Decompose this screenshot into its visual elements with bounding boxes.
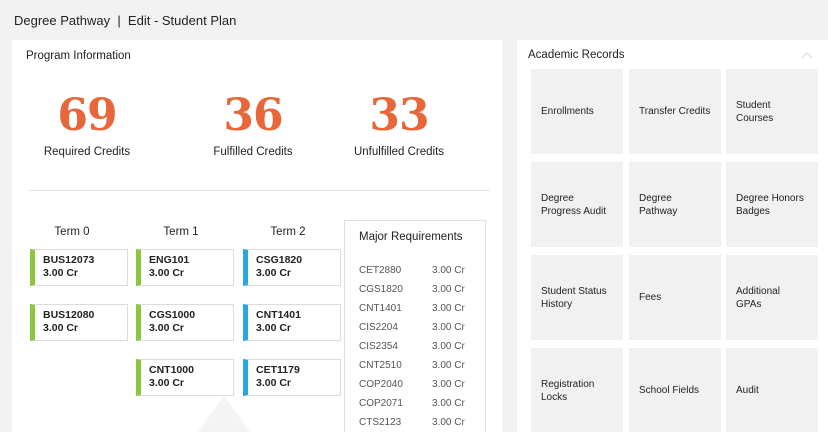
requirement-code: COP2040 bbox=[359, 379, 403, 390]
tile-student-status-history[interactable]: Student Status History bbox=[531, 255, 623, 340]
course-credits: 3.00 Cr bbox=[43, 267, 79, 279]
tile-transfer-credits[interactable]: Transfer Credits bbox=[629, 69, 721, 154]
course-card[interactable]: BUS12080 3.00 Cr bbox=[30, 304, 128, 341]
course-card[interactable]: CGS1000 3.00 Cr bbox=[136, 304, 234, 341]
chevron-up-icon[interactable] bbox=[800, 50, 814, 60]
drop-indicator bbox=[198, 396, 250, 432]
course-code: CNT1401 bbox=[256, 309, 301, 321]
academic-records-title: Academic Records bbox=[528, 49, 625, 61]
term-1-header: Term 1 bbox=[163, 226, 199, 238]
course-code: CGS1000 bbox=[149, 309, 196, 321]
requirement-code: CTS2123 bbox=[359, 417, 402, 428]
program-information-title: Program Information bbox=[26, 50, 131, 62]
tile-school-fields[interactable]: School Fields bbox=[629, 348, 721, 432]
requirement-credits: 3.00 Cr bbox=[432, 379, 465, 390]
course-code: BUS12073 bbox=[43, 254, 95, 266]
course-credits: 3.00 Cr bbox=[149, 267, 185, 279]
requirement-credits: 3.00 Cr bbox=[432, 417, 465, 428]
requirement-credits: 3.00 Cr bbox=[432, 341, 465, 352]
fulfilled-credits-label: Fulfilled Credits bbox=[213, 146, 293, 158]
requirement-code: CIS2354 bbox=[359, 341, 398, 352]
tile-enrollments[interactable]: Enrollments bbox=[531, 69, 623, 154]
page-title: Degree Pathway | Edit - Student Plan bbox=[14, 13, 237, 28]
tile-student-courses[interactable]: Student Courses bbox=[726, 69, 818, 154]
tile-degree-honors-badges[interactable]: Degree Honors Badges bbox=[726, 162, 818, 247]
requirement-credits: 3.00 Cr bbox=[432, 360, 465, 371]
tile-registration-locks[interactable]: Registration Locks bbox=[531, 348, 623, 432]
top-bar: Degree Pathway | Edit - Student Plan bbox=[0, 0, 828, 40]
requirement-credits: 3.00 Cr bbox=[432, 265, 465, 276]
course-card[interactable]: ENG101 3.00 Cr bbox=[136, 249, 234, 286]
unfulfilled-credits-stat: 33 Unfulfilled Credits bbox=[324, 90, 474, 158]
fulfilled-credits-value: 36 bbox=[223, 90, 283, 141]
term-0-header: Term 0 bbox=[54, 226, 90, 238]
tile-audit[interactable]: Audit bbox=[726, 348, 818, 432]
unfulfilled-credits-label: Unfulfilled Credits bbox=[353, 146, 445, 158]
tile-fees[interactable]: Fees bbox=[629, 255, 721, 340]
requirement-code: CNT1401 bbox=[359, 303, 402, 314]
course-credits: 3.00 Cr bbox=[256, 377, 292, 389]
major-requirements-box: Major Requirements CET2880 3.00 Cr CGS182… bbox=[344, 220, 486, 432]
requirement-code: CGS1820 bbox=[359, 284, 403, 295]
tile-additional-gpas[interactable]: Additional GPAs bbox=[726, 255, 818, 340]
course-code: CET1179 bbox=[256, 364, 300, 376]
unfulfilled-credits-value: 33 bbox=[369, 90, 429, 141]
requirement-code: CET2880 bbox=[359, 265, 402, 276]
requirement-credits: 3.00 Cr bbox=[432, 303, 465, 314]
section-divider bbox=[28, 190, 490, 191]
course-card[interactable]: CET1179 3.00 Cr bbox=[243, 359, 341, 396]
course-card[interactable]: CNT1000 3.00 Cr bbox=[136, 359, 234, 396]
requirement-code: COP2071 bbox=[359, 398, 403, 409]
term-2-header: Term 2 bbox=[270, 226, 306, 238]
course-credits: 3.00 Cr bbox=[256, 267, 292, 279]
tile-degree-progress-audit[interactable]: Degree Progress Audit bbox=[531, 162, 623, 247]
requirement-credits: 3.00 Cr bbox=[432, 398, 465, 409]
program-information-panel: Program Information 69 Required Credits … bbox=[12, 40, 502, 432]
course-card[interactable]: CSG1820 3.00 Cr bbox=[243, 249, 341, 286]
requirement-credits: 3.00 Cr bbox=[432, 284, 465, 295]
course-code: BUS12080 bbox=[43, 309, 95, 321]
major-requirements-title: Major Requirements bbox=[359, 231, 463, 243]
course-card[interactable]: BUS12073 3.00 Cr bbox=[30, 249, 128, 286]
course-credits: 3.00 Cr bbox=[43, 322, 79, 334]
course-code: CNT1000 bbox=[149, 364, 194, 376]
tile-degree-pathway[interactable]: Degree Pathway bbox=[629, 162, 721, 247]
course-credits: 3.00 Cr bbox=[149, 322, 185, 334]
requirement-code: CIS2204 bbox=[359, 322, 398, 333]
course-credits: 3.00 Cr bbox=[256, 322, 292, 334]
required-credits-value: 69 bbox=[57, 90, 117, 141]
academic-records-panel: Academic Records Enrollments Transfer Cr… bbox=[517, 40, 828, 432]
requirement-credits: 3.00 Cr bbox=[432, 322, 465, 333]
requirement-code: CNT2510 bbox=[359, 360, 402, 371]
course-card[interactable]: CNT1401 3.00 Cr bbox=[243, 304, 341, 341]
course-credits: 3.00 Cr bbox=[149, 377, 185, 389]
course-code: CSG1820 bbox=[256, 254, 303, 266]
fulfilled-credits-stat: 36 Fulfilled Credits bbox=[178, 90, 328, 158]
required-credits-label: Required Credits bbox=[43, 146, 131, 158]
course-code: ENG101 bbox=[149, 254, 190, 266]
required-credits-stat: 69 Required Credits bbox=[12, 90, 162, 158]
